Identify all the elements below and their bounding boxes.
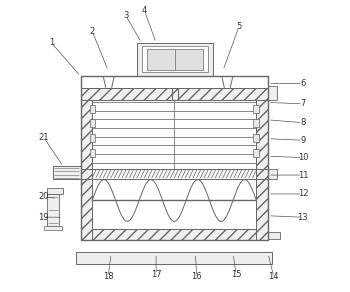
Text: 7: 7 bbox=[300, 99, 306, 108]
Bar bbox=[80, 88, 268, 100]
Bar bbox=[253, 119, 259, 128]
Text: 1: 1 bbox=[49, 38, 54, 47]
Text: 20: 20 bbox=[38, 192, 49, 201]
Bar bbox=[90, 149, 95, 157]
Bar bbox=[53, 166, 80, 179]
Bar bbox=[80, 100, 92, 169]
Text: 14: 14 bbox=[268, 272, 279, 281]
Text: 9: 9 bbox=[300, 136, 306, 145]
Bar bbox=[268, 169, 277, 179]
Bar bbox=[80, 76, 268, 88]
Text: 18: 18 bbox=[103, 272, 113, 281]
Text: 5: 5 bbox=[236, 22, 242, 31]
Text: 13: 13 bbox=[298, 213, 308, 222]
Text: 19: 19 bbox=[38, 213, 49, 222]
Text: 11: 11 bbox=[298, 171, 308, 180]
Bar bbox=[253, 149, 259, 157]
Bar bbox=[90, 119, 95, 128]
Bar bbox=[137, 43, 213, 76]
Bar bbox=[268, 86, 277, 100]
Bar bbox=[142, 46, 208, 72]
Text: 21: 21 bbox=[38, 133, 49, 142]
Text: 6: 6 bbox=[300, 79, 306, 88]
Bar bbox=[256, 100, 268, 169]
Bar bbox=[47, 187, 63, 194]
Text: 4: 4 bbox=[142, 6, 147, 15]
Bar bbox=[80, 169, 92, 179]
Text: 8: 8 bbox=[300, 118, 306, 127]
Bar bbox=[80, 178, 92, 240]
Text: 12: 12 bbox=[298, 190, 308, 199]
Bar bbox=[253, 105, 259, 113]
Bar bbox=[256, 178, 268, 240]
Bar bbox=[80, 76, 268, 240]
Bar bbox=[256, 169, 268, 179]
Bar bbox=[80, 169, 268, 179]
Bar bbox=[90, 105, 95, 113]
Text: 2: 2 bbox=[90, 27, 95, 36]
Bar bbox=[147, 49, 203, 70]
Text: 3: 3 bbox=[123, 11, 128, 20]
Bar bbox=[90, 134, 95, 142]
Bar bbox=[268, 232, 280, 239]
Bar bbox=[92, 100, 256, 169]
Text: 10: 10 bbox=[298, 153, 308, 162]
Bar bbox=[253, 134, 259, 142]
Bar bbox=[76, 252, 272, 264]
Bar bbox=[47, 194, 59, 226]
Text: 15: 15 bbox=[231, 270, 241, 279]
Text: 17: 17 bbox=[151, 270, 161, 279]
Bar bbox=[44, 226, 62, 230]
Text: 16: 16 bbox=[191, 272, 202, 281]
Bar bbox=[92, 178, 256, 229]
Bar bbox=[80, 229, 268, 240]
